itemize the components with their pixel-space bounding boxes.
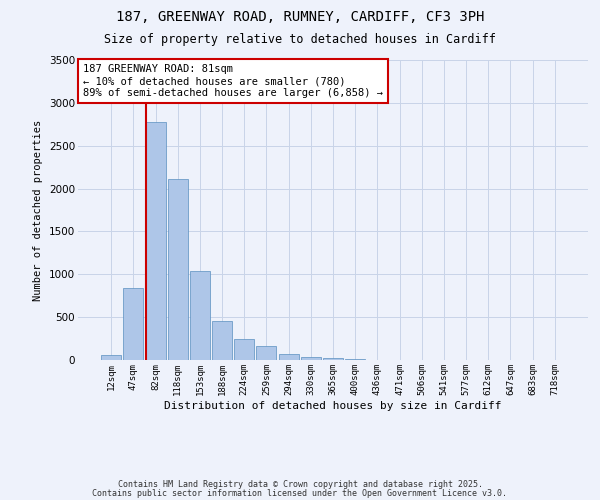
Bar: [323, 358, 343, 360]
Bar: [124, 288, 143, 360]
X-axis label: Distribution of detached houses by size in Cardiff: Distribution of detached houses by size …: [164, 400, 502, 410]
Y-axis label: Number of detached properties: Number of detached properties: [34, 120, 43, 300]
Text: Size of property relative to detached houses in Cardiff: Size of property relative to detached ho…: [104, 32, 496, 46]
Bar: [345, 359, 365, 360]
Text: Contains public sector information licensed under the Open Government Licence v3: Contains public sector information licen…: [92, 488, 508, 498]
Text: 187, GREENWAY ROAD, RUMNEY, CARDIFF, CF3 3PH: 187, GREENWAY ROAD, RUMNEY, CARDIFF, CF3…: [116, 10, 484, 24]
Bar: [168, 179, 188, 360]
Bar: [146, 122, 166, 360]
Bar: [278, 354, 299, 360]
Bar: [234, 338, 254, 360]
Bar: [256, 346, 277, 360]
Text: Contains HM Land Registry data © Crown copyright and database right 2025.: Contains HM Land Registry data © Crown c…: [118, 480, 482, 489]
Bar: [190, 271, 210, 360]
Bar: [301, 356, 321, 360]
Bar: [212, 321, 232, 360]
Bar: [101, 356, 121, 360]
Text: 187 GREENWAY ROAD: 81sqm
← 10% of detached houses are smaller (780)
89% of semi-: 187 GREENWAY ROAD: 81sqm ← 10% of detach…: [83, 64, 383, 98]
